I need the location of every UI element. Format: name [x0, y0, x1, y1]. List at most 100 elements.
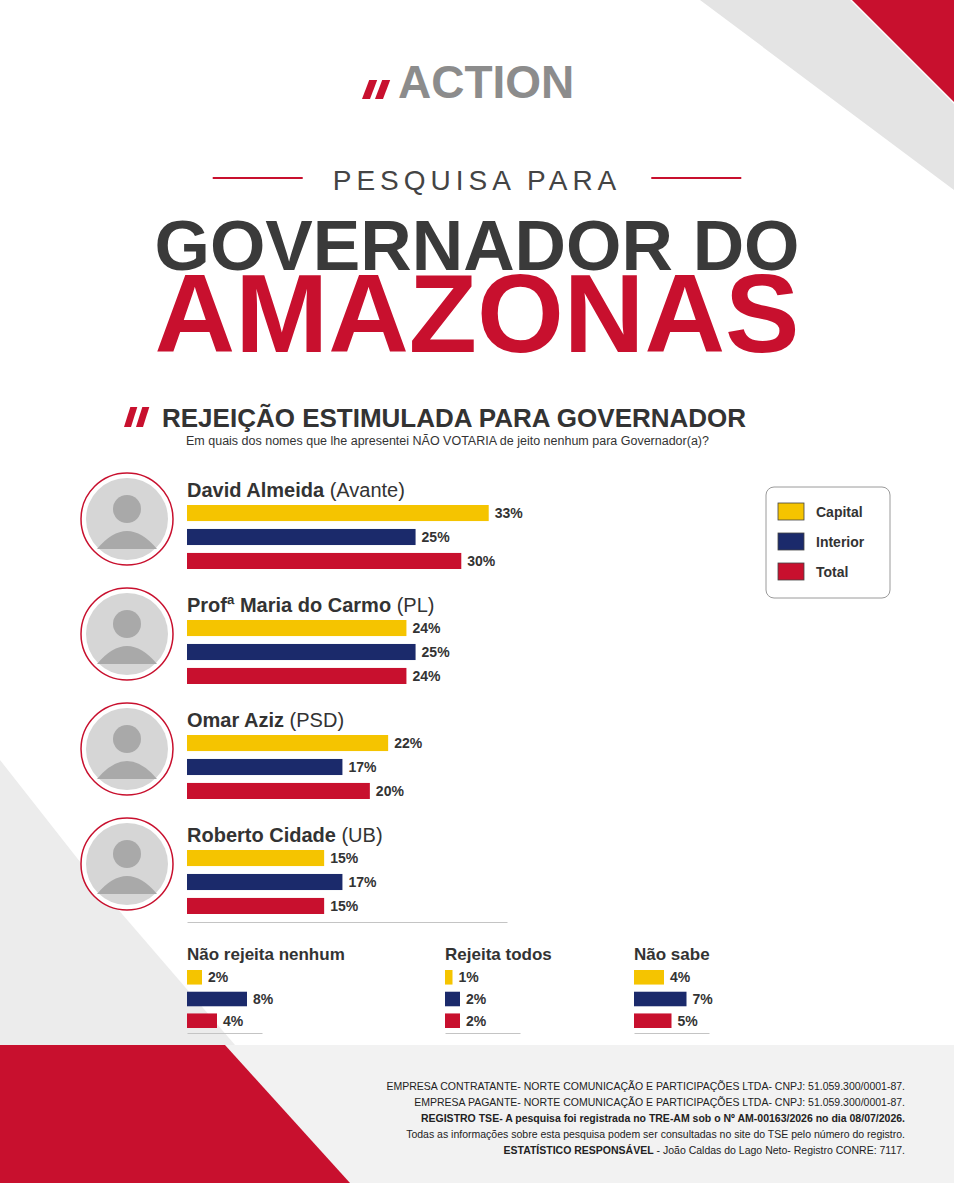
- photo-ground: [86, 593, 168, 675]
- title-line-2: AMAZONAS: [155, 251, 800, 376]
- data-label: 5%: [678, 1013, 699, 1029]
- bar: [187, 1013, 217, 1028]
- slash: [124, 407, 137, 427]
- data-label: 22%: [394, 735, 423, 751]
- deco-gray-band: [700, 0, 954, 190]
- category-label: Rejeita todos: [445, 945, 552, 964]
- bar: [187, 529, 416, 545]
- photo: [81, 473, 173, 565]
- canvas: ACTIONPESQUISA PARAGOVERNADOR DOAMAZONAS…: [0, 0, 954, 1183]
- x-axis-line: [188, 922, 508, 923]
- photo-ground: [86, 478, 168, 560]
- bar: [445, 1013, 460, 1028]
- data-label: 25%: [422, 644, 451, 660]
- category-label: Roberto Cidade (UB): [187, 824, 383, 846]
- logo-slashes: [362, 80, 390, 99]
- data-label: 24%: [412, 668, 441, 684]
- x-axis: [188, 1033, 263, 1034]
- legend-swatch: [778, 533, 804, 550]
- x-axis: [188, 922, 508, 923]
- photo-ground: [86, 708, 168, 790]
- data-labels: 4%7% 5%: [670, 969, 713, 1028]
- slash: [375, 80, 390, 99]
- bar: [187, 644, 416, 660]
- bars: [187, 505, 489, 914]
- footer-label: ESTATÍSTICO RESPONSÁVEL: [504, 1144, 655, 1156]
- category-group: 1% 2% 2%: [445, 969, 521, 1033]
- x-axis: [446, 1033, 521, 1034]
- chart-title: REJEIÇÃO ESTIMULADA PARA GOVERNADOR: [162, 403, 746, 433]
- photo-frame: [81, 818, 173, 910]
- photo-body: [97, 761, 157, 779]
- category-label: Omar Aziz (PSD): [187, 709, 344, 731]
- slash: [136, 407, 149, 427]
- photo: [81, 588, 173, 680]
- bar: [187, 735, 388, 751]
- data-labels: 33%24%22%15%25%25%17%17%30%24%20%15%: [330, 505, 523, 914]
- category-label: David Almeida (Avante): [187, 479, 405, 501]
- data-label: 15%: [330, 898, 359, 914]
- deco-red-corner: [852, 0, 954, 102]
- photo-body: [97, 531, 157, 549]
- x-axis-line: [446, 1033, 521, 1034]
- legend-swatch: [778, 563, 804, 580]
- data-label: 17%: [348, 874, 377, 890]
- photo: [81, 818, 173, 910]
- data-label: 4%: [670, 969, 691, 985]
- photo-frame: [81, 703, 173, 795]
- bars: [187, 970, 247, 1028]
- photo-frame: [81, 588, 173, 680]
- x-axis-line: [635, 1033, 710, 1034]
- x-axis: [635, 1033, 710, 1034]
- section-slashes: [124, 407, 149, 427]
- category-label: Não rejeita nenhum: [187, 945, 345, 964]
- slash: [362, 80, 377, 99]
- photo-ground: [86, 823, 168, 905]
- background: [0, 0, 954, 1183]
- data-label: 2%: [466, 991, 487, 1007]
- bar: [187, 874, 342, 890]
- footer-line: REGISTRO TSE- A pesquisa foi registrada …: [421, 1112, 905, 1124]
- bar: [634, 1013, 672, 1028]
- legend: Capital Interior Total: [766, 487, 890, 598]
- data-label: 2%: [466, 1013, 487, 1029]
- footer-text: - João Caldas do Lago Neto- Registro CON…: [654, 1144, 905, 1156]
- bar: [187, 505, 489, 521]
- footer-line: Todas as informações sobre esta pesquisa…: [406, 1128, 905, 1140]
- bar: [634, 992, 687, 1007]
- bar: [187, 620, 406, 636]
- data-label: 1%: [459, 969, 480, 985]
- footer-ground: [0, 1045, 954, 1183]
- legend-label: Interior: [816, 534, 865, 550]
- photo-head: [113, 840, 141, 868]
- footer-line: ESTATÍSTICO RESPONSÁVEL - João Caldas do…: [504, 1144, 906, 1156]
- bar: [187, 850, 324, 866]
- data-label: 2%: [208, 969, 229, 985]
- photo-body: [97, 876, 157, 894]
- data-label: 4%: [223, 1013, 244, 1029]
- data-label: 7%: [693, 991, 714, 1007]
- data-label: 25%: [422, 529, 451, 545]
- footer-line: EMPRESA CONTRATANTE- NORTE COMUNICAÇÃO E…: [386, 1080, 905, 1092]
- data-label: 17%: [348, 759, 377, 775]
- page: ACTIONPESQUISA PARAGOVERNADOR DOAMAZONAS…: [0, 0, 954, 1183]
- data-labels: 2%8%4%: [208, 969, 274, 1028]
- kicker-rule: [651, 177, 741, 179]
- legend-label: Capital: [816, 504, 863, 520]
- legend-label: Total: [816, 564, 848, 580]
- category-group: 4%7% 5%: [634, 969, 713, 1033]
- photo-head: [113, 725, 141, 753]
- legend-box: [766, 487, 890, 598]
- footer-line: EMPRESA PAGANTE- NORTE COMUNICAÇÃO E PAR…: [414, 1096, 905, 1108]
- bar: [634, 970, 664, 985]
- bar: [187, 553, 461, 569]
- legend-swatch: [778, 503, 804, 520]
- data-labels: 1% 2% 2%: [459, 969, 487, 1028]
- photo-frame: [81, 473, 173, 565]
- kicker: PESQUISA PARA: [333, 165, 622, 196]
- data-label: 20%: [376, 783, 405, 799]
- chart-subtitle: Em quais dos nomes que lhe apresentei NÃ…: [186, 434, 709, 448]
- x-axis-line: [188, 1033, 263, 1034]
- bar: [187, 898, 324, 914]
- photo-body: [97, 646, 157, 664]
